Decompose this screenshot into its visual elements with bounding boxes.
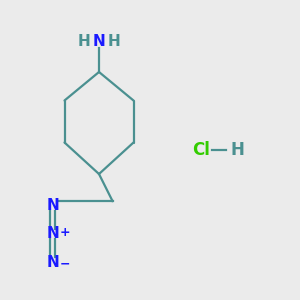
Text: N: N (46, 226, 59, 242)
Text: Cl: Cl (192, 141, 210, 159)
Text: N: N (93, 34, 105, 49)
Text: N: N (46, 198, 59, 213)
Text: H: H (230, 141, 244, 159)
Text: +: + (60, 226, 70, 239)
Text: H: H (78, 34, 90, 49)
Text: H: H (108, 34, 120, 49)
Text: N: N (46, 255, 59, 270)
Text: −: − (60, 257, 70, 271)
